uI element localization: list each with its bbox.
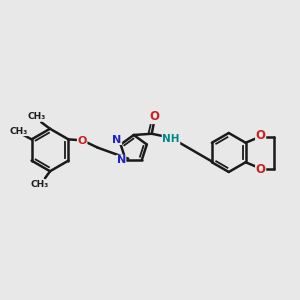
- Text: CH₃: CH₃: [9, 127, 28, 136]
- Text: NH: NH: [162, 134, 180, 145]
- Text: N: N: [116, 155, 126, 165]
- Text: O: O: [256, 129, 266, 142]
- Text: O: O: [150, 110, 160, 124]
- Text: CH₃: CH₃: [31, 180, 49, 189]
- Text: O: O: [77, 136, 87, 146]
- Text: O: O: [256, 163, 266, 176]
- Text: N: N: [112, 134, 122, 145]
- Text: CH₃: CH₃: [27, 112, 45, 121]
